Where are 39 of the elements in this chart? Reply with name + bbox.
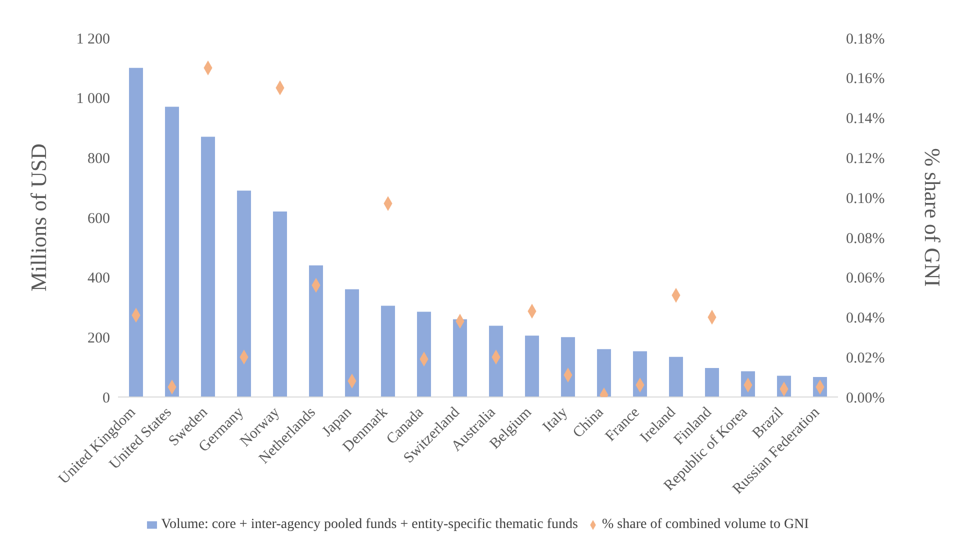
y2-tick-label: 0.12% bbox=[846, 150, 885, 167]
bar bbox=[129, 68, 143, 397]
y-tick-label: 1 200 bbox=[76, 31, 110, 48]
bar bbox=[381, 306, 395, 397]
y2-axis-title: % share of GNI bbox=[920, 148, 946, 287]
y-tick-label: 800 bbox=[88, 150, 110, 167]
y-axis-title: Millions of USD bbox=[26, 144, 51, 292]
bar bbox=[705, 368, 719, 397]
bar bbox=[561, 337, 575, 397]
legend-label: Volume: core + inter-agency pooled funds + entity-specific thematic funds bbox=[161, 517, 578, 532]
bar bbox=[273, 212, 287, 397]
bar bbox=[201, 136, 215, 397]
bar bbox=[453, 319, 467, 397]
legend-label: % share of combined volume to GNI bbox=[602, 517, 809, 532]
bar bbox=[345, 289, 359, 397]
y2-tick-label: 0.08% bbox=[846, 230, 885, 247]
bar bbox=[309, 265, 323, 397]
bar bbox=[165, 106, 179, 397]
bar bbox=[597, 349, 611, 397]
y2-tick-label: 0.18% bbox=[846, 31, 885, 48]
y2-tick-label: 0.06% bbox=[846, 270, 885, 287]
bar bbox=[633, 351, 647, 397]
y-tick-label: 1 000 bbox=[76, 91, 110, 108]
y2-tick-label: 0.10% bbox=[846, 190, 885, 207]
y-tick-label: 0 bbox=[102, 390, 110, 406]
bar bbox=[525, 336, 539, 397]
y-tick-label: 400 bbox=[88, 270, 110, 287]
y-tick-label: 600 bbox=[88, 210, 110, 227]
y2-tick-label: 0.14% bbox=[846, 111, 885, 128]
bar bbox=[489, 326, 503, 397]
y2-tick-label: 0.00% bbox=[846, 390, 885, 406]
bar bbox=[417, 312, 431, 397]
y2-tick-label: 0.04% bbox=[846, 310, 885, 327]
bar bbox=[237, 190, 251, 397]
y2-tick-label: 0.16% bbox=[846, 71, 885, 88]
y-tick-label: 200 bbox=[88, 330, 110, 346]
bar bbox=[669, 356, 683, 397]
x-tick-label: Italy bbox=[540, 404, 572, 436]
y2-tick-label: 0.02% bbox=[846, 350, 885, 366]
